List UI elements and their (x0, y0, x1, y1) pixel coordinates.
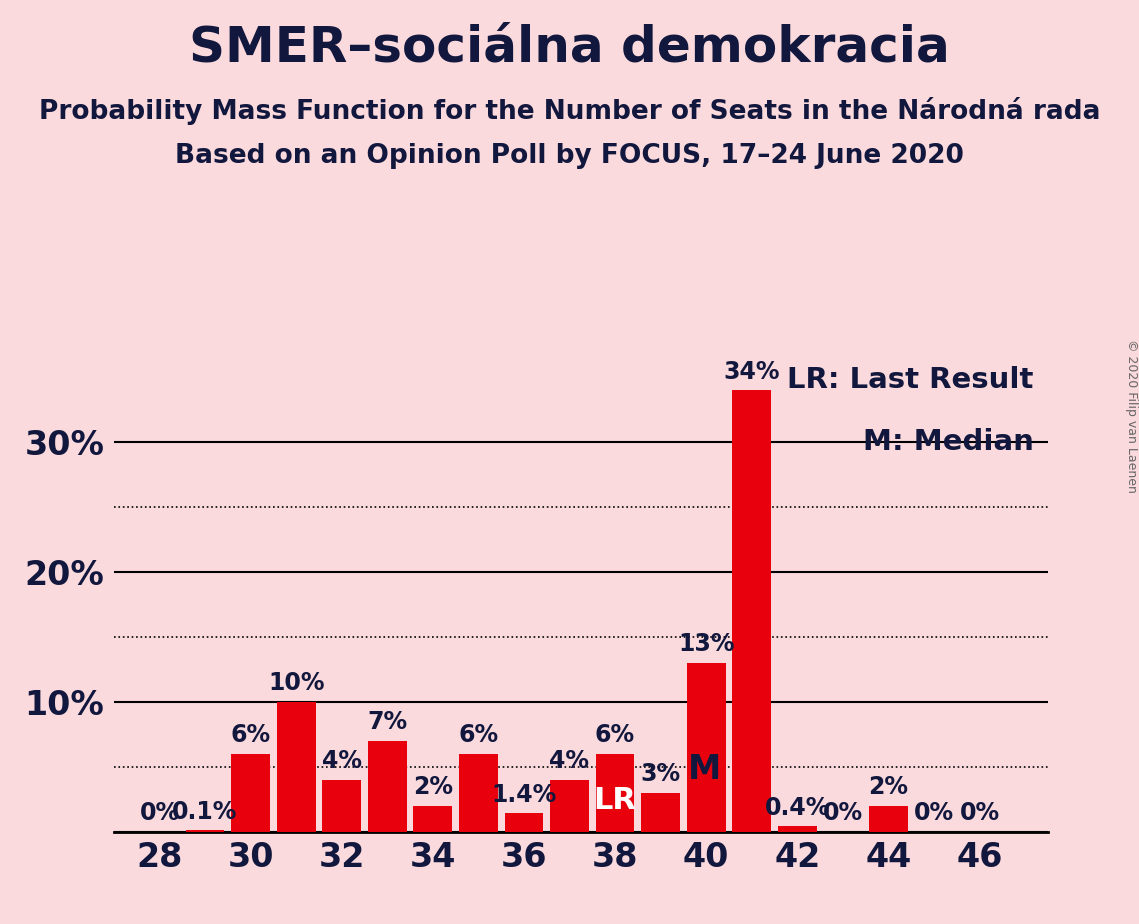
Text: 0%: 0% (822, 801, 863, 825)
Text: 6%: 6% (595, 723, 636, 748)
Bar (413, 806, 452, 832)
Bar (641, 793, 680, 832)
Text: 6%: 6% (230, 723, 271, 748)
Text: 10%: 10% (268, 671, 325, 695)
Text: M: M (688, 753, 721, 786)
Text: © 2020 Filip van Laenen: © 2020 Filip van Laenen (1124, 339, 1138, 492)
Text: 1.4%: 1.4% (491, 783, 557, 807)
Text: 0%: 0% (139, 801, 180, 825)
Bar (231, 754, 270, 832)
Text: LR: Last Result: LR: Last Result (787, 366, 1034, 394)
Bar (277, 701, 316, 832)
Text: Based on an Opinion Poll by FOCUS, 17–24 June 2020: Based on an Opinion Poll by FOCUS, 17–24… (175, 143, 964, 169)
Bar (869, 806, 908, 832)
Text: 4%: 4% (549, 749, 590, 773)
Text: M: Median: M: Median (863, 428, 1034, 456)
Text: 0%: 0% (913, 801, 954, 825)
Text: 0.1%: 0.1% (172, 800, 238, 824)
Text: 7%: 7% (367, 711, 408, 735)
Bar (186, 831, 224, 832)
Text: 4%: 4% (321, 749, 362, 773)
Bar (322, 780, 361, 832)
Text: 0%: 0% (959, 801, 1000, 825)
Text: 3%: 3% (640, 762, 681, 786)
Text: 2%: 2% (868, 775, 909, 799)
Text: SMER–sociálna demokracia: SMER–sociálna demokracia (189, 23, 950, 71)
Bar (778, 826, 817, 832)
Text: Probability Mass Function for the Number of Seats in the Národná rada: Probability Mass Function for the Number… (39, 97, 1100, 125)
Text: LR: LR (593, 786, 637, 815)
Bar (596, 754, 634, 832)
Bar (550, 780, 589, 832)
Text: 34%: 34% (723, 359, 780, 383)
Bar (459, 754, 498, 832)
Bar (732, 390, 771, 832)
Bar (368, 741, 407, 832)
Text: 0.4%: 0.4% (764, 796, 830, 820)
Bar (505, 813, 543, 832)
Text: 2%: 2% (412, 775, 453, 799)
Bar (687, 663, 726, 832)
Text: 13%: 13% (678, 632, 735, 656)
Text: 6%: 6% (458, 723, 499, 748)
